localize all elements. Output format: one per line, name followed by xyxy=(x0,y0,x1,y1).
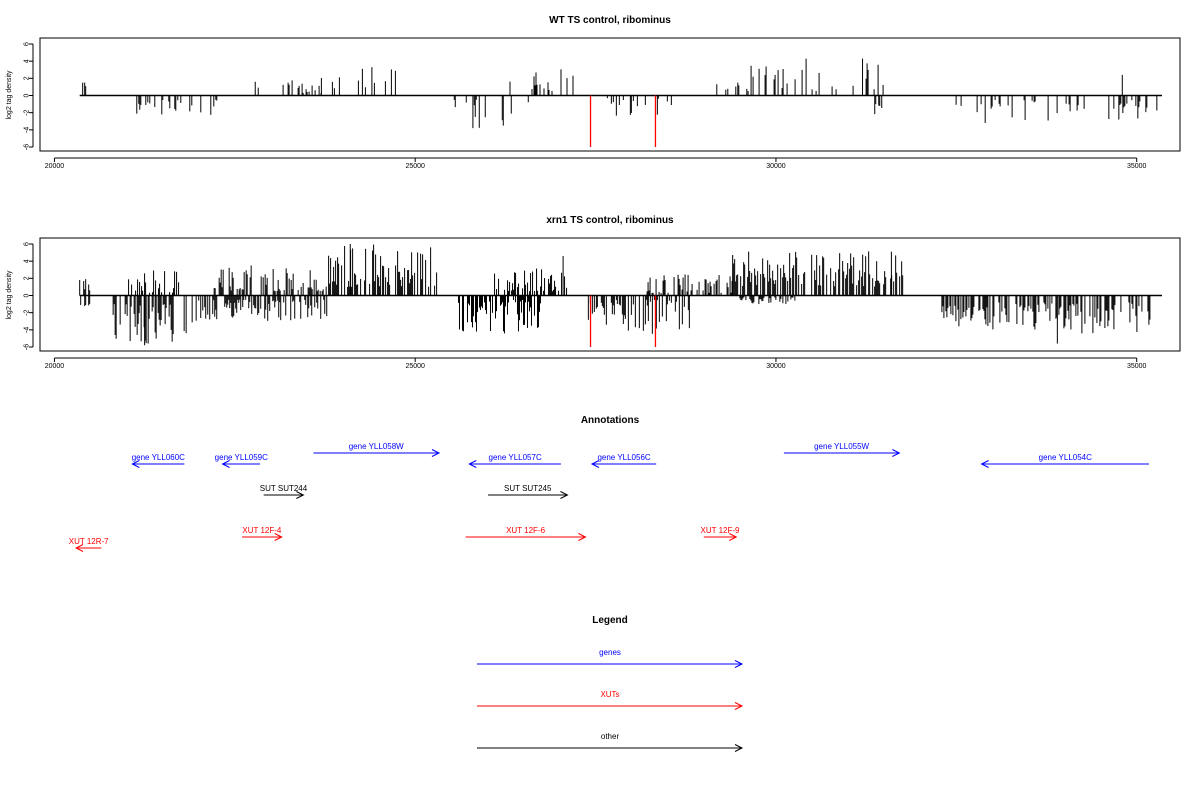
y-tick-label: -4 xyxy=(24,327,31,333)
wt-track-axes: 6 4 2 0 -2 -4 -6 20000 25000 30000 35000 xyxy=(24,42,1147,170)
legend-entries: genes XUTs other xyxy=(477,648,744,752)
y-tick-label: -2 xyxy=(24,309,31,315)
feature-arrow-head xyxy=(74,544,84,552)
feature-arrow-head xyxy=(578,533,587,541)
feature-label: XUT 12F-9 xyxy=(701,526,741,535)
x-tick-label: 25000 xyxy=(405,163,425,170)
feature-label: gene YLL059C xyxy=(215,453,268,462)
wt-track-panel: WT TS control, ribominus log2 tag densit… xyxy=(6,15,1181,170)
xrn1-track-ylabel: log2 tag density xyxy=(6,270,13,320)
x-tick-label: 30000 xyxy=(766,363,786,370)
y-tick-label: -6 xyxy=(24,344,31,350)
feature-arrow-head xyxy=(892,449,901,457)
y-tick-label: 6 xyxy=(24,242,31,246)
y-tick-label: 0 xyxy=(24,93,31,97)
x-tick-label: 20000 xyxy=(45,163,65,170)
y-tick-label: 4 xyxy=(24,259,31,263)
legend-arrow-head xyxy=(734,702,744,710)
y-tick-label: 2 xyxy=(24,76,31,80)
xrn1-track-panel: xrn1 TS control, ribominus log2 tag dens… xyxy=(6,215,1181,370)
annotations-panel: Annotations gene YLL060C gene YLL059Cgene… xyxy=(69,415,1149,552)
x-tick-label: 25000 xyxy=(405,363,425,370)
feature-label: gene YLL057C xyxy=(489,453,542,462)
feature-arrow-head xyxy=(980,460,989,468)
y-tick-label: 4 xyxy=(24,59,31,63)
y-tick-label: 0 xyxy=(24,293,31,297)
legend-arrow-head xyxy=(734,744,744,752)
feature-arrow-head xyxy=(431,449,441,457)
feature-label: gene YLL058W xyxy=(349,442,404,451)
wt-track-frame xyxy=(39,37,1181,152)
feature-label: gene YLL055W xyxy=(814,442,869,451)
y-tick-label: -6 xyxy=(24,144,31,150)
x-tick-label: 20000 xyxy=(45,363,65,370)
y-tick-label: 6 xyxy=(24,42,31,46)
legend-arrow-head xyxy=(734,660,744,668)
wt-track-bars xyxy=(79,58,1162,147)
feature-label: SUT SUT245 xyxy=(504,484,552,493)
xrn1-track-bars xyxy=(79,244,1162,347)
feature-arrow-head xyxy=(221,460,230,468)
feature-arrow-head xyxy=(131,460,140,468)
legend-label: other xyxy=(601,732,620,741)
feature-arrow-head xyxy=(468,460,477,468)
feature-label: gene YLL060C xyxy=(132,453,185,462)
y-tick-label: -2 xyxy=(24,109,31,115)
annotations-title: Annotations xyxy=(581,415,640,426)
y-tick-label: -4 xyxy=(24,127,31,133)
feature-arrow-head xyxy=(274,533,283,541)
feature-arrow-head xyxy=(560,491,569,499)
legend-label: XUTs xyxy=(600,690,619,699)
x-tick-label: 30000 xyxy=(766,163,786,170)
wt-track-ylabel: log2 tag density xyxy=(6,70,13,120)
legend-label: genes xyxy=(599,648,621,657)
annotation-features: gene YLL060C gene YLL059C gene YLL058W gene… xyxy=(69,442,1149,552)
feature-arrow-head xyxy=(729,533,738,541)
y-tick-label: 2 xyxy=(24,276,31,280)
feature-label: XUT 12F-4 xyxy=(242,526,282,535)
feature-arrow-head xyxy=(590,460,600,468)
legend-title: Legend xyxy=(592,615,628,626)
feature-label: XUT 12F-6 xyxy=(506,526,546,535)
feature-label: XUT 12R-7 xyxy=(69,537,109,546)
legend-panel: Legend genes XUTs other xyxy=(477,615,744,752)
wt-track-title: WT TS control, ribominus xyxy=(549,15,671,26)
feature-label: gene YLL054C xyxy=(1039,453,1092,462)
x-tick-label: 35000 xyxy=(1127,163,1147,170)
xrn1-track-title: xrn1 TS control, ribominus xyxy=(546,215,674,226)
feature-arrow-head xyxy=(296,491,305,499)
xrn1-track-axes: 6 4 2 0 -2 -4 -6 20000 25000 30000 35000 xyxy=(24,242,1147,370)
feature-label: SUT SUT244 xyxy=(260,484,308,493)
xrn1-track-frame xyxy=(39,237,1181,352)
x-tick-label: 35000 xyxy=(1127,363,1147,370)
feature-label: gene YLL056C xyxy=(597,453,650,462)
